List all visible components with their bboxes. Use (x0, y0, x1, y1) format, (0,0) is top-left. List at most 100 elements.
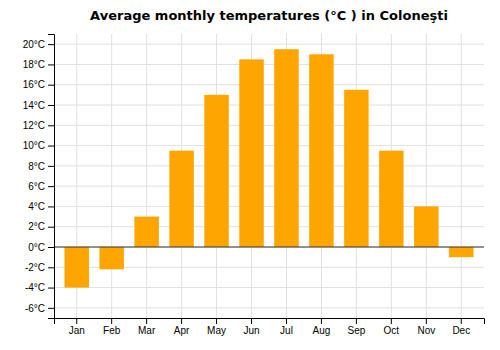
bar (239, 59, 263, 247)
x-tick: Sep (347, 318, 365, 336)
y-tick: 16°C (23, 79, 54, 90)
y-tick-label: -6°C (25, 303, 45, 314)
grid-line (54, 165, 484, 166)
x-tick-label: Oct (384, 325, 400, 336)
y-tick: 14°C (23, 100, 54, 111)
y-tick-label: -2°C (25, 262, 45, 273)
x-tick-mark (286, 318, 287, 324)
x-axis: Jan Feb Mar Apr May Jun Jul Aug Sep Oct Nov Dec (55, 318, 485, 336)
x-axis-line (55, 319, 485, 325)
x-tick-mark (216, 318, 217, 324)
grid-line (54, 247, 484, 248)
x-tick-mark (146, 318, 147, 324)
y-tick-label: 6°C (28, 181, 45, 192)
y-tick-mark (48, 288, 54, 289)
x-tick-mark (356, 318, 357, 324)
grid-line (461, 34, 462, 318)
x-tick: Jul (280, 318, 293, 336)
bar (379, 151, 403, 247)
y-tick-mark (48, 247, 54, 248)
x-tick-label: Apr (174, 325, 190, 336)
grid-line (146, 34, 147, 318)
bar (274, 49, 298, 247)
y-axis: -6°C -4°C -2°C 0°C 2°C 4°C 6°C 8°C 10°C 12°C 14°C 1… (23, 35, 55, 319)
y-tick-label: 10°C (23, 140, 45, 151)
y-tick-mark (48, 166, 54, 167)
x-tick: Jan (69, 318, 85, 336)
y-tick: -2°C (25, 262, 54, 273)
x-tick-label: Feb (103, 325, 121, 336)
x-tick: Dec (452, 318, 470, 336)
y-tick-mark (48, 206, 54, 207)
y-tick-label: 2°C (28, 221, 45, 232)
y-tick-label: 16°C (23, 79, 45, 90)
bar (99, 247, 123, 269)
grid-line (54, 287, 484, 288)
bar (204, 95, 228, 247)
y-tick-label: 12°C (23, 120, 45, 131)
x-tick-label: Jun (243, 325, 259, 336)
grid-line (54, 84, 484, 85)
x-tick-mark (251, 318, 252, 324)
y-tick-mark (48, 186, 54, 187)
grid-line (54, 44, 484, 45)
y-tick: 2°C (28, 221, 54, 232)
plot: -6°C -4°C -2°C 0°C 2°C 4°C 6°C 8°C 10°C 12°C 14°C 1… (23, 34, 485, 336)
y-tick-mark (48, 146, 54, 147)
y-tick: -6°C (25, 303, 54, 314)
x-tick-label: Dec (452, 325, 470, 336)
y-tick-mark (48, 267, 54, 268)
grid (54, 34, 484, 318)
grid-line (426, 34, 427, 318)
title: Average monthly temperatures (°C ) in Co… (90, 8, 448, 23)
zero-line (54, 246, 484, 247)
x-tick-mark (111, 318, 112, 324)
y-tick-mark (48, 85, 54, 86)
y-tick: 4°C (28, 201, 54, 212)
x-tick: Nov (417, 318, 435, 336)
y-tick-mark (48, 44, 54, 45)
bar (414, 206, 438, 247)
x-tick: Feb (103, 318, 121, 336)
bar (309, 54, 333, 247)
y-tick: 10°C (23, 140, 54, 151)
y-tick-label: 4°C (28, 201, 45, 212)
x-tick-mark (76, 318, 77, 324)
y-tick: 12°C (23, 120, 54, 131)
x-tick: Jun (243, 318, 259, 336)
bar (64, 247, 88, 288)
y-axis-line (48, 35, 55, 319)
y-tick-label: 0°C (28, 242, 45, 253)
grid-line (54, 145, 484, 146)
grid-line (111, 34, 112, 318)
y-tick-mark (48, 105, 54, 106)
x-tick: May (207, 318, 226, 336)
y-tick: -4°C (25, 282, 54, 293)
x-tick: Mar (138, 318, 156, 336)
bars (54, 49, 484, 287)
bar (134, 217, 158, 247)
bar (344, 90, 368, 247)
grid-line (54, 64, 484, 65)
y-tick-label: 14°C (23, 100, 45, 111)
y-tick: 20°C (23, 39, 54, 50)
x-tick-label: May (207, 325, 226, 336)
x-tick-mark (181, 318, 182, 324)
x-tick-label: Jul (280, 325, 293, 336)
grid-line (54, 105, 484, 106)
grid-line (54, 186, 484, 187)
x-tick-mark (391, 318, 392, 324)
y-tick-label: 20°C (23, 39, 45, 50)
x-tick: Aug (313, 318, 331, 336)
y-tick-label: 18°C (23, 59, 45, 70)
bar (449, 247, 473, 257)
x-tick-label: Nov (417, 325, 435, 336)
grid-line (54, 125, 484, 126)
x-tick-label: Aug (313, 325, 331, 336)
chart: -6°C -4°C -2°C 0°C 2°C 4°C 6°C 8°C 10°C 12°C 14°C 1… (0, 0, 500, 350)
y-tick: 0°C (28, 242, 54, 253)
y-tick-mark (48, 125, 54, 126)
y-tick-label: -4°C (25, 282, 45, 293)
y-tick-label: 8°C (28, 161, 45, 172)
y-tick-mark (48, 64, 54, 65)
